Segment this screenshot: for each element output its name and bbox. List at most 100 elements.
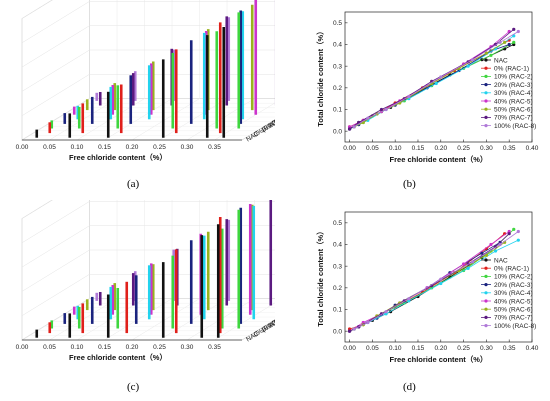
legend-label-4: 30% (RAC-4)	[494, 90, 533, 97]
plot-frame	[344, 11, 533, 143]
legend-marker-8	[484, 324, 488, 328]
x-gridline	[21, 298, 90, 341]
point-6-6	[484, 51, 488, 55]
x-tick-label: 0.05	[366, 145, 379, 152]
point-6-6	[484, 253, 488, 257]
legend-marker-6	[484, 307, 488, 311]
x-tick-label: 0.00	[343, 145, 356, 152]
z-gridline-side	[21, 1, 90, 44]
point-7-2	[379, 107, 384, 112]
y-tick-label: 0.5	[333, 220, 342, 227]
point-4-5	[466, 64, 470, 68]
legend-marker-8	[484, 124, 488, 128]
legend-label-7: 70% (RAC-7)	[494, 115, 533, 122]
x-gridline	[21, 98, 90, 141]
legend-label-3: 20% (RAC-3)	[494, 82, 533, 89]
legend-label-1: 0% (RAC-1)	[494, 266, 529, 273]
legend-marker-0	[484, 258, 488, 262]
point-8-2	[384, 310, 388, 314]
legend-label-5: 40% (RAC-5)	[494, 298, 533, 305]
y-tick-label: 0.3	[333, 263, 342, 270]
legend-label-2: 10% (RAC-2)	[494, 274, 533, 281]
point-8-2	[384, 107, 388, 112]
legend-marker-5	[484, 299, 488, 303]
chart-d-line: 0.00 0.05 0.10 0.15 0.20 0.25 0.30 0.35 0.40 0.0 0…	[315, 211, 539, 364]
x-tick-label: 0.35	[503, 145, 516, 152]
legend-marker-5	[484, 99, 488, 103]
x-tick-label: 0.20	[126, 344, 139, 351]
series-line-4	[353, 35, 514, 128]
legend-marker-6	[484, 107, 488, 111]
panel-label-a: (a)	[127, 178, 140, 190]
point-3-6	[480, 251, 484, 255]
y-tick-label: 0.4	[333, 242, 342, 249]
x-tick-label: 0.15	[98, 344, 111, 351]
point-2-7	[512, 227, 516, 231]
x-tick-label: 0.20	[126, 144, 139, 151]
y-axis-title: Total chloride content（%）	[315, 27, 325, 126]
point-5-6	[489, 242, 493, 247]
panel-d: 0.00 0.05 0.10 0.15 0.20 0.25 0.30 0.35 0.40 0.0 0…	[285, 200, 550, 375]
point-8-6	[498, 40, 502, 44]
legend-marker-7	[484, 115, 488, 119]
panel-c: 0.00 0.05 0.10 0.15 0.20 0.25 0.30 0.35 Free chl…	[0, 200, 275, 375]
x-tick-label: 0.25	[153, 344, 166, 351]
x-tick-label: 0.35	[208, 344, 221, 351]
x-tick-label: 0.35	[208, 144, 221, 151]
legend-label-7: 70% (RAC-7)	[494, 315, 533, 322]
point-2-7	[512, 40, 516, 44]
x-gridline	[104, 98, 173, 141]
axes-3d	[20, 200, 275, 341]
x-gridline	[214, 102, 275, 141]
x-axis-title: Free chloride content（%）	[390, 154, 488, 164]
legend-label-2: 10% (RAC-2)	[494, 74, 533, 81]
x-tick-label: 0.15	[98, 144, 111, 151]
y-tick-label: 0.2	[333, 285, 342, 292]
panel-b: 0.00 0.05 0.10 0.15 0.20 0.25 0.30 0.35 0.40 0.0 0…	[285, 0, 550, 175]
plot-frame	[344, 211, 533, 343]
point-8-4	[439, 277, 443, 281]
point-4-7	[516, 238, 520, 242]
point-8-3	[407, 297, 411, 301]
series-line-8	[353, 231, 519, 330]
legend-label-1: 0% (RAC-1)	[494, 66, 529, 73]
legend-label-0: NAC	[494, 57, 508, 64]
point-7-0	[347, 329, 352, 333]
y-tick-label: 0.2	[333, 85, 342, 92]
point-8-4	[439, 75, 443, 79]
chart-a-3d-bars: 0.00 0.05 0.10 0.15 0.20 0.25 0.30 0.35 Free chl…	[16, 0, 275, 162]
legend-label-8: 100% (RAC-8)	[494, 123, 536, 130]
series-line-8	[353, 31, 519, 128]
x-tick-label: 0.30	[480, 345, 493, 352]
series-line-6	[353, 41, 505, 128]
x-tick-label: 0.20	[434, 145, 447, 152]
z-gridline-side	[21, 201, 90, 244]
panel-label-b: (b)	[403, 178, 416, 190]
x-tick-label: 0.15	[412, 145, 425, 152]
z-gridline-side	[21, 225, 90, 268]
point-5-5	[461, 262, 466, 266]
x-tick-label: 0.05	[43, 144, 56, 151]
y-tick-label: 0.0	[333, 128, 342, 135]
x-gridline	[131, 298, 200, 341]
y-axis-title: Total chloride content（%）	[315, 227, 325, 326]
x-tick-label: 0.10	[71, 144, 84, 151]
x-tick-label: 0.25	[153, 144, 166, 151]
legend-marker-4	[484, 291, 488, 295]
legend-marker-1	[484, 266, 488, 270]
point-6-7	[503, 40, 507, 44]
point-8-1	[366, 320, 370, 325]
x-axis-title: Free chloride content（%）	[390, 354, 488, 364]
legend-label-5: 40% (RAC-5)	[494, 98, 533, 105]
point-8-7	[516, 229, 520, 234]
legend-label-8: 100% (RAC-8)	[494, 323, 536, 330]
legend-marker-4	[484, 91, 488, 95]
chart-c-3d-bars: 0.00 0.05 0.10 0.15 0.20 0.25 0.30 0.35 Free chl…	[16, 200, 275, 362]
x-tick-label: 0.40	[526, 145, 539, 152]
x-tick-label: 0.05	[366, 345, 379, 352]
point-2-6	[489, 53, 493, 57]
point-7-0	[347, 127, 352, 131]
legend-marker-3	[484, 283, 488, 287]
point-8-3	[407, 94, 411, 99]
legend-label-3: 20% (RAC-3)	[494, 282, 533, 289]
